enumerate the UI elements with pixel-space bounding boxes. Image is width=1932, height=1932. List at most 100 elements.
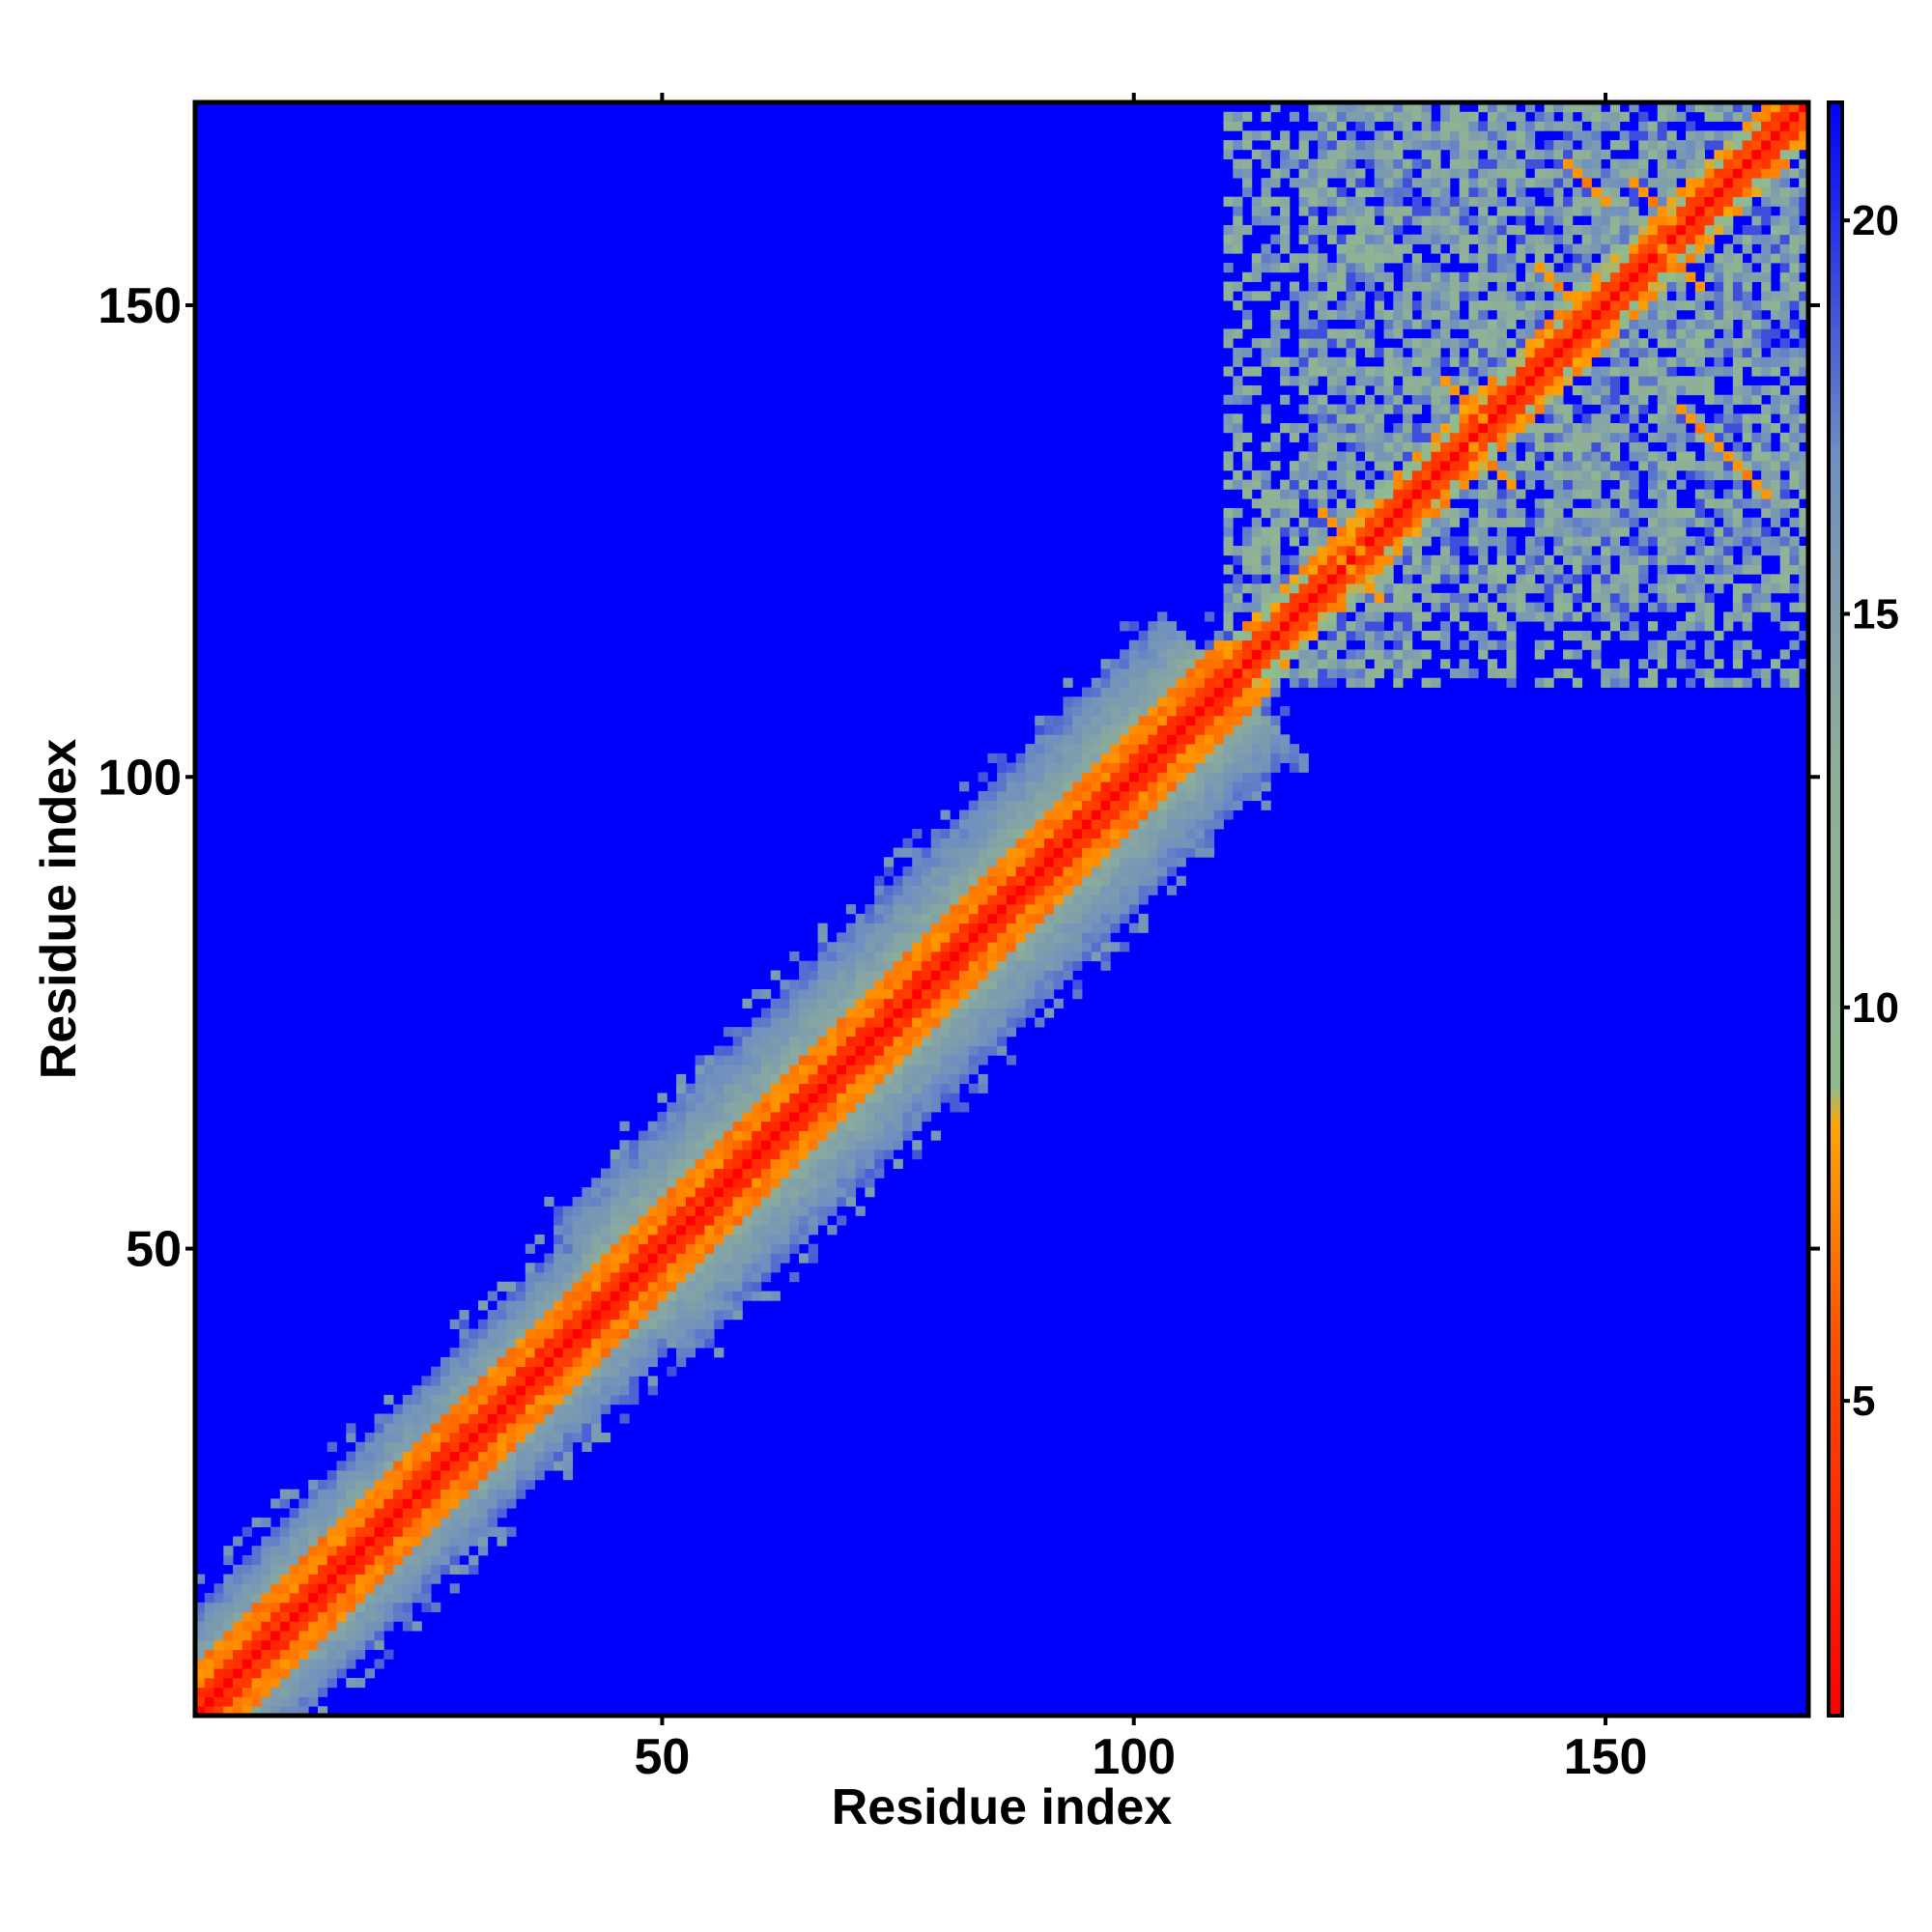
heatmap-cell [647,1300,658,1311]
heatmap-cell [1355,489,1366,499]
heatmap-cell [997,1027,1008,1037]
heatmap-cell [893,1140,903,1151]
heatmap-cell [516,1451,526,1462]
heatmap-cell [950,1073,960,1085]
heatmap-cell [1148,649,1158,660]
heatmap-cell [1525,602,1536,612]
heatmap-cell [817,1027,828,1037]
heatmap-cell [1421,536,1432,547]
heatmap-cell [760,1055,772,1065]
heatmap-cell [289,1593,299,1604]
heatmap-cell [497,1433,507,1443]
heatmap-cell [1383,659,1394,669]
heatmap-cell [1100,847,1111,858]
heatmap-cell [1383,186,1394,198]
heatmap-cell [770,1073,781,1085]
heatmap-cell [477,1356,489,1368]
heatmap-cell [374,1441,384,1452]
heatmap-cell [1035,847,1045,858]
heatmap-cell [1148,781,1158,792]
heatmap-cell [1326,366,1338,377]
heatmap-cell [327,1498,337,1509]
heatmap-cell [1223,564,1234,575]
heatmap-cell [695,1291,705,1301]
heatmap-cell [317,1546,328,1556]
heatmap-cell [1563,243,1574,254]
heatmap-cell [883,1065,895,1075]
heatmap-cell [676,1158,687,1169]
heatmap-cell [534,1470,545,1481]
heatmap-cell [676,1187,687,1198]
heatmap-cell [1157,772,1168,782]
heatmap-cell [1270,687,1281,697]
heatmap-cell [1091,706,1101,717]
heatmap-cell [497,1404,507,1414]
heatmap-cell [1091,904,1101,915]
heatmap-cell [1270,753,1281,764]
heatmap-cell [987,857,998,867]
heatmap-cell [1421,121,1432,131]
heatmap-cell [1553,404,1564,414]
heatmap-cell [1563,602,1574,612]
heatmap-cell [449,1423,460,1434]
heatmap-cell [629,1356,639,1368]
heatmap-cell [204,1706,214,1717]
heatmap-cell [289,1677,299,1689]
heatmap-cell [1478,630,1489,641]
heatmap-cell [421,1441,432,1452]
heatmap-cell [760,1234,772,1245]
heatmap-cell [695,1196,705,1208]
heatmap-cell [714,1055,724,1065]
heatmap-cell [1318,423,1328,434]
heatmap-cell [327,1649,337,1660]
heatmap-cell [544,1423,554,1434]
heatmap-cell [1591,111,1602,122]
heatmap-cell [1091,875,1101,886]
heatmap-cell [534,1385,545,1396]
heatmap-cell [1421,338,1432,349]
heatmap-cell [298,1649,309,1660]
heatmap-cell [1572,224,1583,236]
heatmap-cell [837,1045,847,1056]
heatmap-cell [582,1328,592,1339]
heatmap-cell [195,1621,206,1632]
heatmap-cell [930,942,941,952]
heatmap-cell [837,1017,847,1028]
heatmap-cell [1421,564,1432,575]
heatmap-cell [1223,706,1234,717]
heatmap-cell [695,1328,705,1339]
heatmap-cell [1251,621,1262,632]
heatmap-cell [1138,696,1149,707]
heatmap-cell [1440,451,1451,462]
heatmap-cell [780,1027,790,1037]
heatmap-cell [1478,649,1489,660]
heatmap-cell [233,1696,243,1707]
heatmap-cell [1318,583,1328,594]
heatmap-cell [676,1348,687,1358]
heatmap-cell [1280,394,1291,405]
heatmap-cell [1053,951,1064,962]
heatmap-cell [959,951,970,962]
heatmap-cell [752,1093,762,1103]
heatmap-cell [893,970,903,980]
heatmap-cell [516,1404,526,1414]
heatmap-cell [1072,875,1083,886]
heatmap-cell [469,1536,479,1547]
heatmap-cell [1176,819,1186,830]
heatmap-cell [572,1253,582,1264]
heatmap-cell [1280,611,1291,622]
heatmap-cell [610,1281,620,1292]
heatmap-cell [223,1631,234,1641]
heatmap-cell [1591,243,1602,254]
heatmap-cell [827,960,838,971]
heatmap-cell [1468,300,1479,311]
heatmap-cell [695,1083,705,1094]
heatmap-cell [1280,196,1291,207]
heatmap-cell [1270,517,1281,527]
heatmap-cell [562,1234,574,1245]
heatmap-cell [1138,639,1149,650]
heatmap-cell [1403,300,1413,311]
heatmap-cell [412,1394,422,1406]
heatmap-cell [327,1526,337,1537]
heatmap-cell [1478,206,1489,216]
